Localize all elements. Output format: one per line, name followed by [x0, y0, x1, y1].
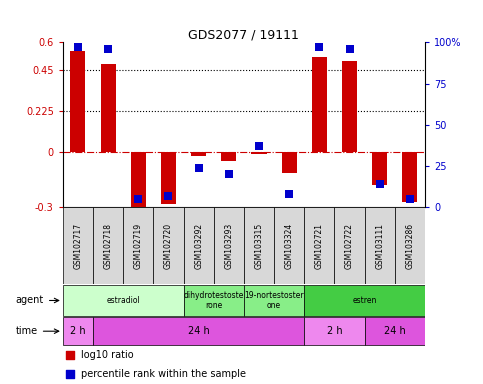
Bar: [184, 285, 244, 316]
Text: agent: agent: [15, 295, 59, 306]
Bar: [244, 207, 274, 284]
Bar: [282, 152, 297, 172]
Bar: [395, 207, 425, 284]
Text: 19-nortestoster
one: 19-nortestoster one: [244, 291, 304, 310]
Bar: [154, 207, 184, 284]
Point: [225, 171, 233, 177]
Bar: [304, 207, 334, 284]
Text: percentile rank within the sample: percentile rank within the sample: [81, 369, 246, 379]
Text: estradiol: estradiol: [106, 296, 140, 305]
Text: GSM103286: GSM103286: [405, 223, 414, 269]
Point: [165, 193, 172, 199]
Text: GSM103315: GSM103315: [255, 223, 264, 269]
Bar: [312, 57, 327, 152]
Bar: [402, 152, 417, 202]
Bar: [365, 207, 395, 284]
Point: [195, 165, 202, 171]
Text: GSM103111: GSM103111: [375, 223, 384, 269]
Bar: [213, 207, 244, 284]
Bar: [274, 207, 304, 284]
Bar: [191, 152, 206, 156]
Text: GSM102719: GSM102719: [134, 223, 143, 269]
Text: log10 ratio: log10 ratio: [81, 350, 133, 360]
Bar: [93, 207, 123, 284]
Point: [74, 44, 82, 50]
Bar: [63, 207, 93, 284]
Point: [255, 143, 263, 149]
Text: GSM103293: GSM103293: [224, 223, 233, 269]
Point: [66, 352, 74, 358]
Text: GSM102722: GSM102722: [345, 223, 354, 269]
Bar: [372, 152, 387, 185]
Bar: [221, 152, 236, 162]
Bar: [334, 207, 365, 284]
Point: [66, 371, 74, 377]
Text: dihydrotestoste
rone: dihydrotestoste rone: [184, 291, 244, 310]
Point: [346, 46, 354, 52]
Bar: [304, 317, 365, 345]
Bar: [184, 207, 213, 284]
Text: 2 h: 2 h: [70, 326, 85, 336]
Text: estren: estren: [353, 296, 377, 305]
Text: GSM103324: GSM103324: [284, 223, 294, 269]
Bar: [63, 317, 93, 345]
Bar: [342, 61, 357, 152]
Title: GDS2077 / 19111: GDS2077 / 19111: [188, 28, 299, 41]
Bar: [63, 285, 184, 316]
Bar: [244, 285, 304, 316]
Bar: [71, 51, 85, 152]
Text: 2 h: 2 h: [327, 326, 342, 336]
Bar: [131, 152, 146, 211]
Bar: [365, 317, 425, 345]
Bar: [100, 64, 115, 152]
Bar: [252, 152, 267, 154]
Bar: [93, 317, 304, 345]
Text: GSM102717: GSM102717: [73, 223, 83, 269]
Text: 24 h: 24 h: [188, 326, 210, 336]
Text: GSM103292: GSM103292: [194, 223, 203, 269]
Text: time: time: [15, 326, 59, 336]
Text: 24 h: 24 h: [384, 326, 406, 336]
Text: GSM102718: GSM102718: [103, 223, 113, 269]
Point: [285, 191, 293, 197]
Bar: [161, 152, 176, 204]
Text: GSM102720: GSM102720: [164, 223, 173, 269]
Point: [376, 181, 384, 187]
Text: GSM102721: GSM102721: [315, 223, 324, 269]
Point: [406, 196, 414, 202]
Point: [315, 44, 323, 50]
Point: [104, 46, 112, 52]
Bar: [304, 285, 425, 316]
Bar: [123, 207, 154, 284]
Point: [134, 196, 142, 202]
